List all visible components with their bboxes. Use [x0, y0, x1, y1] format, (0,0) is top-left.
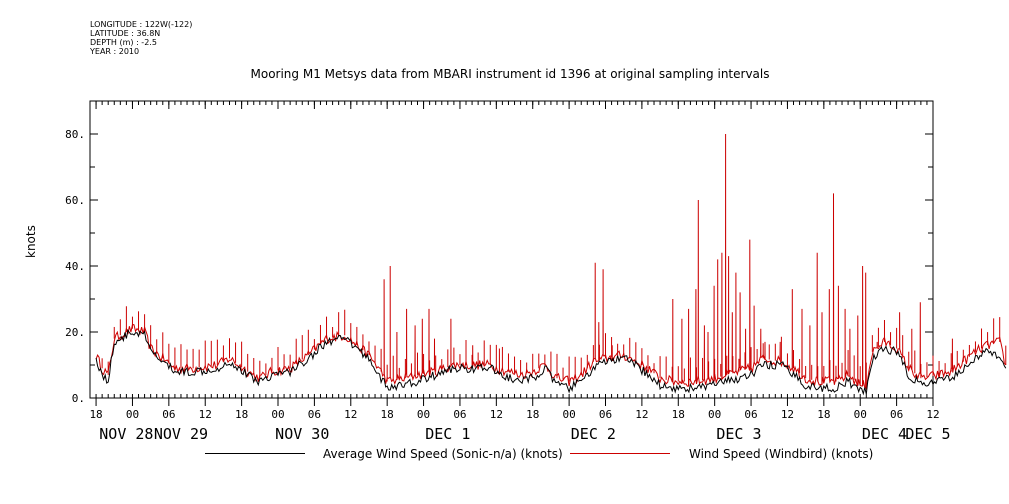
- x-hour-label: 00: [562, 408, 575, 421]
- x-hour-label: 12: [344, 408, 357, 421]
- x-date-label: DEC 2: [571, 425, 616, 443]
- longitude-text: LONGITUDE : 122W(-122): [90, 20, 193, 29]
- x-hour-label: 00: [708, 408, 721, 421]
- x-hour-label: 00: [271, 408, 284, 421]
- x-hour-label: 06: [308, 408, 321, 421]
- legend-line-windbird: [570, 453, 670, 454]
- series-line-average: [95, 328, 1007, 396]
- plot-frame: [89, 100, 934, 399]
- x-hour-label: 18: [235, 408, 248, 421]
- y-tick-label: 20.: [65, 326, 85, 339]
- x-hour-label: 18: [381, 408, 394, 421]
- latitude-text: LATITUDE : 36.8N: [90, 29, 161, 38]
- x-date-label: DEC 3: [716, 425, 761, 443]
- x-hour-label: 12: [199, 408, 212, 421]
- x-date-label: DEC 5: [905, 425, 950, 443]
- x-hour-label: 00: [417, 408, 430, 421]
- chart-title: Mooring M1 Metsys data from MBARI instru…: [250, 67, 770, 81]
- x-date-label: NOV 28: [99, 425, 153, 443]
- depth-text: DEPTH (m) : -2.5: [90, 38, 157, 47]
- y-tick-label: 0.: [72, 392, 85, 405]
- legend-line-average: [205, 453, 305, 454]
- x-hour-label: 12: [926, 408, 939, 421]
- x-hour-label: 18: [817, 408, 830, 421]
- x-hour-label: 06: [453, 408, 466, 421]
- metadata-block: LONGITUDE : 122W(-122) LATITUDE : 36.8N …: [90, 20, 192, 56]
- y-tick-label: 40.: [65, 260, 85, 273]
- legend-label-average: Average Wind Speed (Sonic-n/a) (knots): [323, 447, 563, 461]
- x-date-label: NOV 30: [275, 425, 329, 443]
- x-hour-label: 06: [162, 408, 175, 421]
- x-hour-label: 18: [672, 408, 685, 421]
- legend-label-windbird: Wind Speed (Windbird) (knots): [689, 447, 874, 461]
- x-hour-label: 06: [599, 408, 612, 421]
- x-hour-label: 18: [526, 408, 539, 421]
- x-hour-label: 12: [781, 408, 794, 421]
- x-hour-label: 12: [490, 408, 503, 421]
- y-tick-label: 80.: [65, 128, 85, 141]
- x-date-label: NOV 29: [154, 425, 208, 443]
- x-hour-label: 18: [89, 408, 102, 421]
- year-text: YEAR : 2010: [90, 47, 140, 56]
- x-hour-label: 00: [854, 408, 867, 421]
- x-hour-label: 00: [126, 408, 139, 421]
- x-hour-label: 06: [744, 408, 757, 421]
- x-date-label: DEC 1: [425, 425, 470, 443]
- series-line-windbird: [95, 133, 1007, 391]
- x-hour-label: 06: [890, 408, 903, 421]
- x-hour-label: 12: [635, 408, 648, 421]
- x-date-label: DEC 4: [862, 425, 907, 443]
- y-tick-label: 60.: [65, 194, 85, 207]
